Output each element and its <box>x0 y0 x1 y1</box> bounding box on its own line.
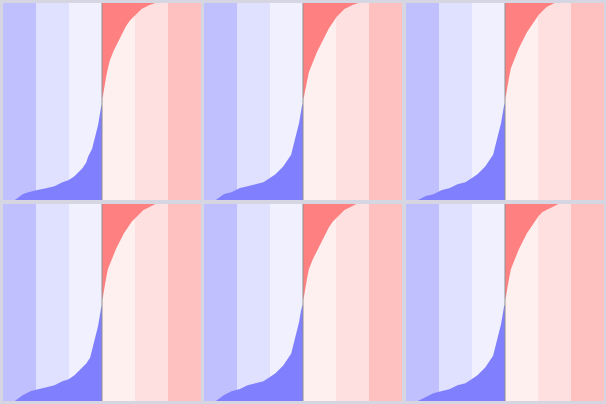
fill-above <box>102 3 201 102</box>
band-6 <box>570 204 604 401</box>
band-5 <box>336 204 369 401</box>
band-5 <box>336 3 369 200</box>
panel-5 <box>204 204 402 401</box>
panel-2-plot <box>204 3 402 200</box>
fill-below <box>204 101 303 200</box>
panel-1-plot <box>3 3 201 200</box>
fill-below <box>406 101 505 200</box>
band-2 <box>237 204 270 401</box>
band-5 <box>135 204 168 401</box>
band-2 <box>36 3 69 200</box>
band-6 <box>368 204 402 401</box>
fill-above <box>505 204 604 303</box>
panel-6 <box>406 204 604 401</box>
fill-below <box>406 302 505 401</box>
band-1 <box>3 3 37 200</box>
band-1 <box>406 204 440 401</box>
fill-above <box>303 3 402 102</box>
fill-below <box>3 302 102 401</box>
panel-1 <box>3 3 201 200</box>
band-5 <box>538 204 571 401</box>
panel-3 <box>406 3 604 200</box>
band-1 <box>3 204 37 401</box>
band-2 <box>36 204 69 401</box>
band-1 <box>406 3 440 200</box>
band-2 <box>439 3 472 200</box>
panel-4 <box>3 204 201 401</box>
band-6 <box>368 3 402 200</box>
panel-4-plot <box>3 204 201 401</box>
fill-below <box>204 302 303 401</box>
fill-above <box>303 204 402 303</box>
band-1 <box>204 204 238 401</box>
panel-3-plot <box>406 3 604 200</box>
fill-above <box>102 204 201 303</box>
band-6 <box>167 204 201 401</box>
band-2 <box>237 3 270 200</box>
band-6 <box>570 3 604 200</box>
panel-5-plot <box>204 204 402 401</box>
band-5 <box>538 3 571 200</box>
fill-above <box>505 3 604 102</box>
panel-2 <box>204 3 402 200</box>
band-1 <box>204 3 238 200</box>
panel-6-plot <box>406 204 604 401</box>
fill-below <box>3 101 102 200</box>
band-5 <box>135 3 168 200</box>
band-2 <box>439 204 472 401</box>
band-6 <box>167 3 201 200</box>
